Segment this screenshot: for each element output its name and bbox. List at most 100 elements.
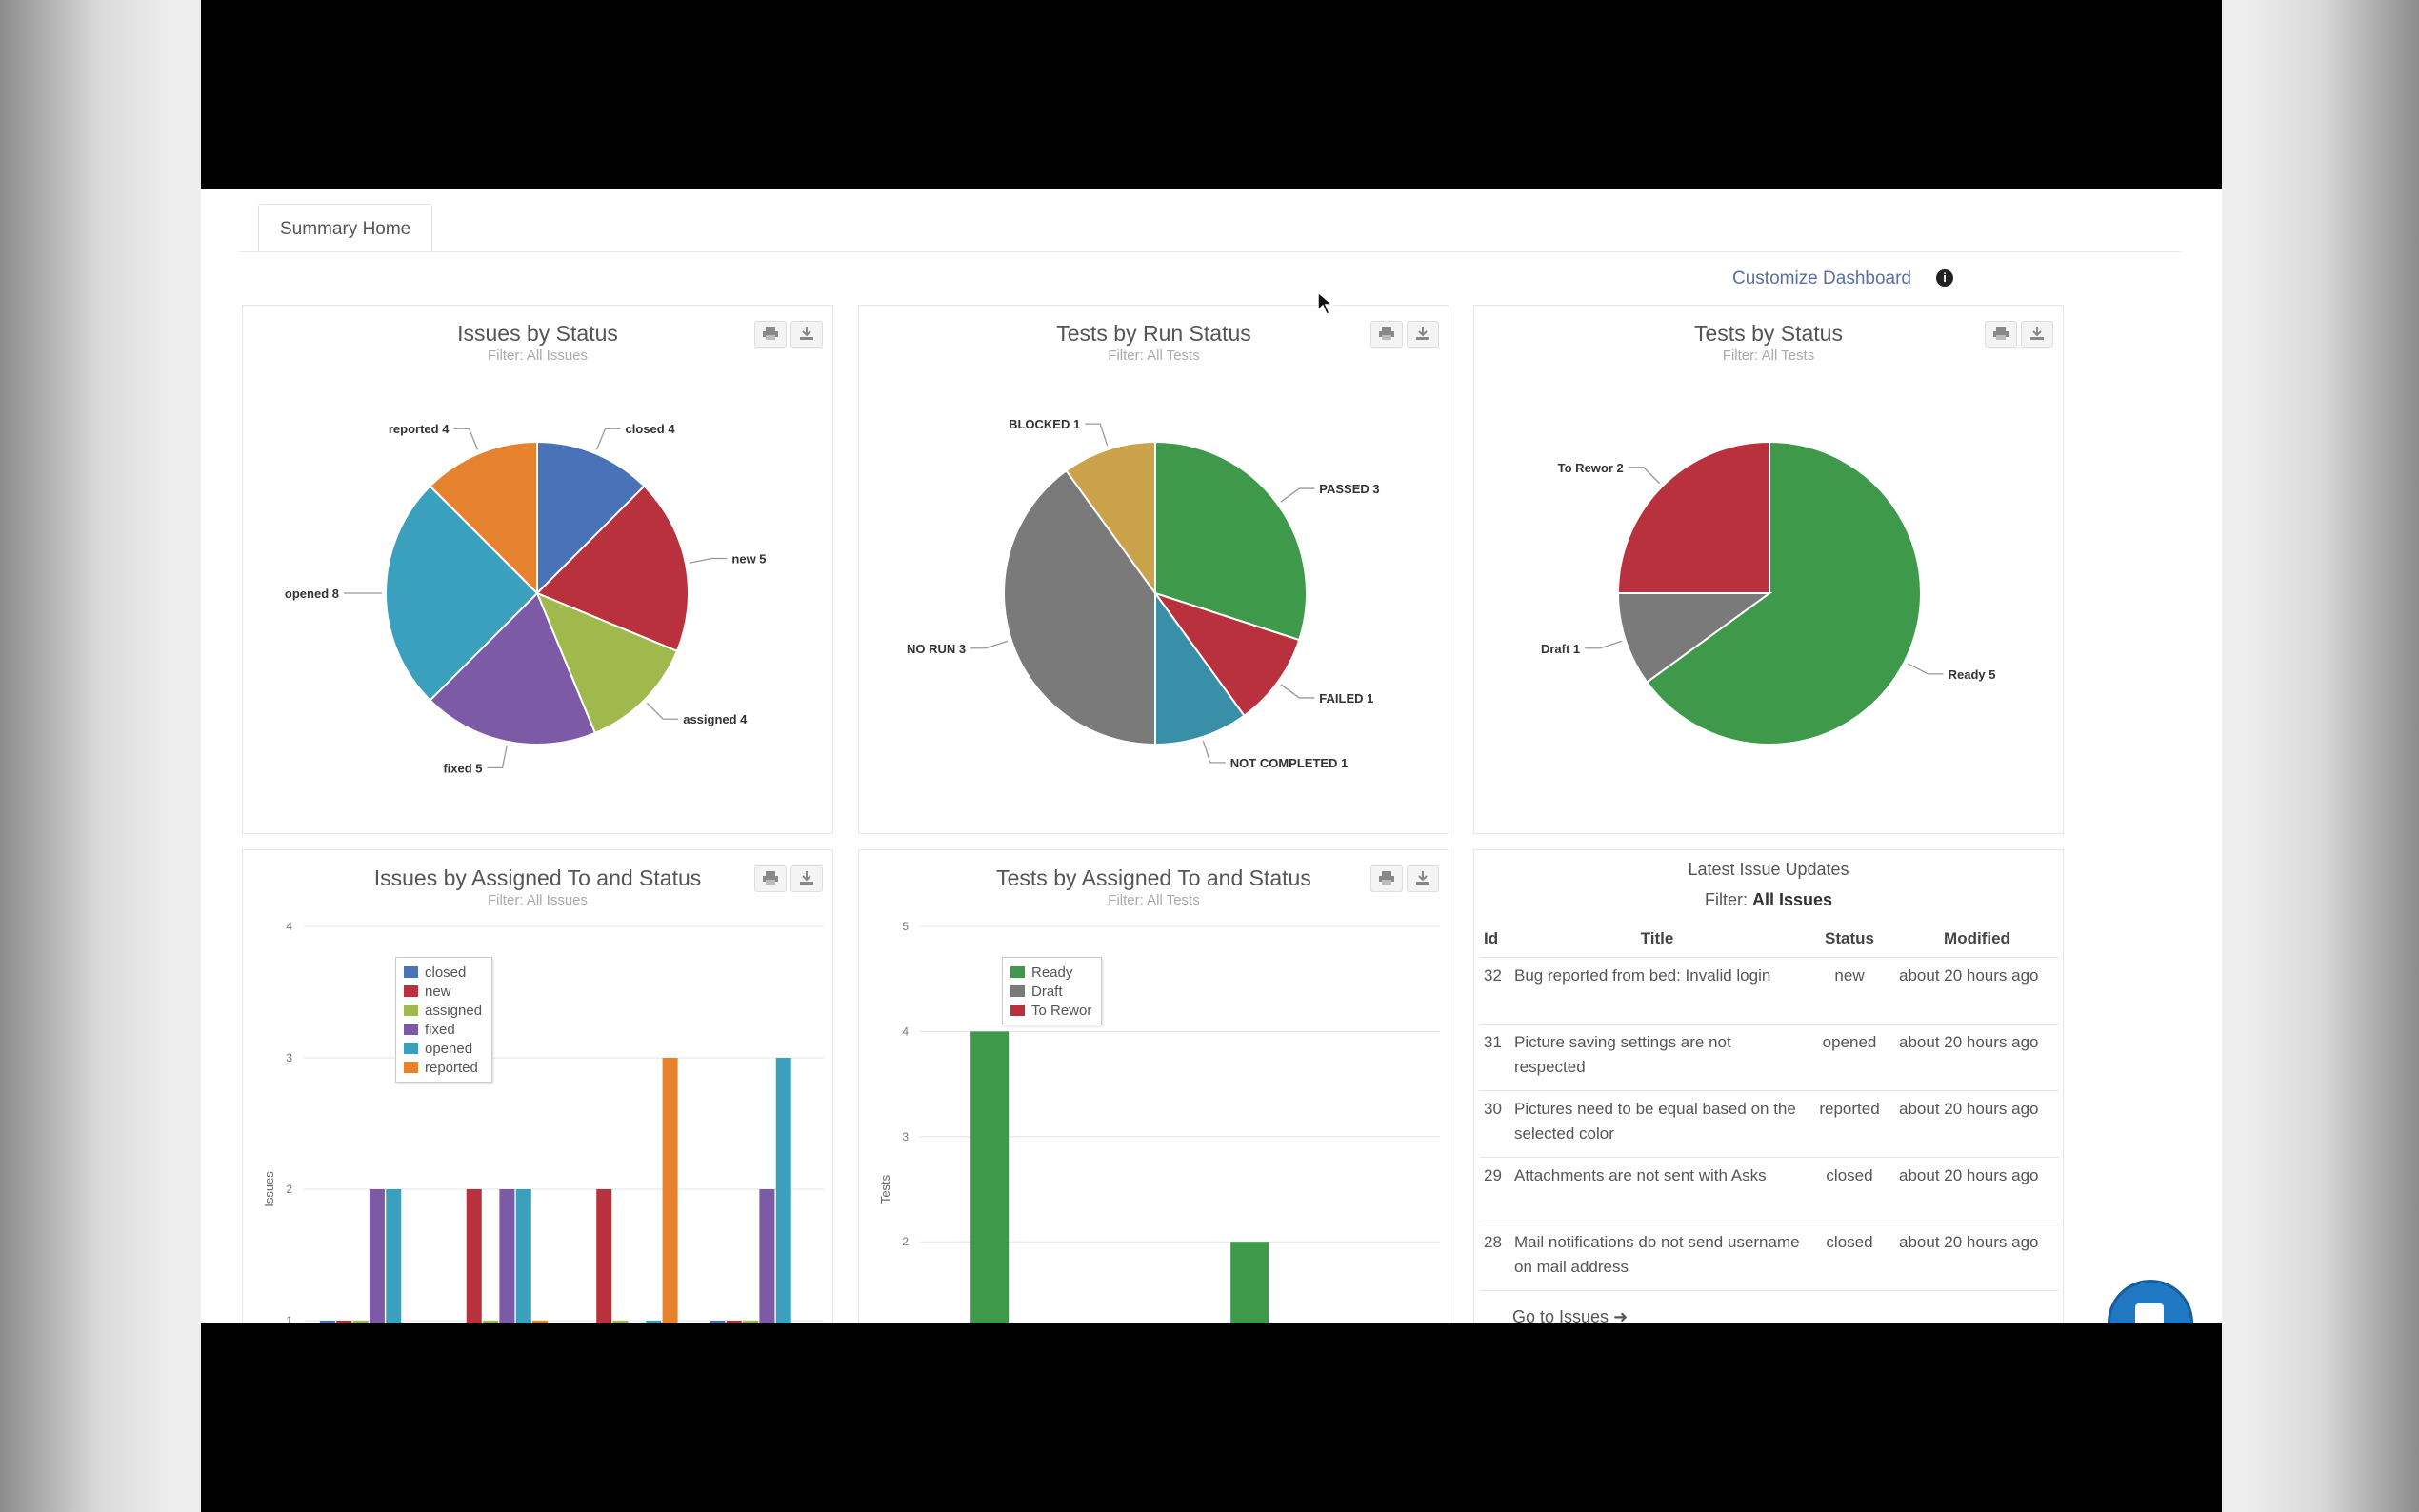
pie-slice-no-run[interactable] xyxy=(1003,468,1156,746)
pie-slice-closed[interactable] xyxy=(536,440,646,596)
table-row[interactable]: 29 Attachments are not sent with Asks cl… xyxy=(1480,1157,2059,1224)
bar-assigned[interactable] xyxy=(483,1321,499,1323)
row-title[interactable]: Mail notifications do not send username … xyxy=(1510,1224,1804,1291)
legend-label: reported xyxy=(425,1059,478,1076)
bar-assigned[interactable] xyxy=(612,1321,629,1323)
pie-slice-new[interactable] xyxy=(535,485,690,653)
row-title[interactable]: Pictures need to be equal based on the s… xyxy=(1510,1090,1804,1158)
bar-new[interactable] xyxy=(336,1321,352,1323)
legend-item[interactable]: fixed xyxy=(404,1020,482,1039)
legend-item[interactable]: reported xyxy=(404,1058,482,1077)
col-id[interactable]: Id xyxy=(1480,921,1510,958)
bar-new[interactable] xyxy=(466,1189,482,1323)
bar-assigned[interactable] xyxy=(352,1321,369,1323)
download-icon[interactable] xyxy=(1407,321,1439,348)
print-icon[interactable] xyxy=(754,321,787,348)
pie-slice-assigned[interactable] xyxy=(535,591,679,735)
legend-item[interactable]: Draft xyxy=(1010,982,1091,1001)
bar-reported[interactable] xyxy=(662,1058,678,1323)
print-icon[interactable] xyxy=(754,865,787,892)
table-row[interactable]: 31 Picture saving settings are not respe… xyxy=(1480,1024,2059,1091)
pie-slice-label: NOT COMPLETED 1 xyxy=(1230,756,1349,770)
customize-dashboard-link[interactable]: Customize Dashboard xyxy=(1732,269,1911,288)
bar-ready[interactable] xyxy=(970,1031,1010,1323)
row-title[interactable]: Bug reported from bed: Invalid login xyxy=(1510,957,1804,1025)
pie-slice-label: opened 8 xyxy=(285,587,339,601)
bar-opened[interactable] xyxy=(386,1189,402,1323)
pie-slice-to-rewor[interactable] xyxy=(1616,440,1770,594)
pie-slice-passed[interactable] xyxy=(1154,440,1308,642)
legend-item[interactable]: new xyxy=(404,982,482,1001)
tests-by-assigned-bar-chart: 012345TestsUnassignedJohn Doe xyxy=(878,920,1440,1323)
tests-by-status-pie: Ready 5 Draft 1 To Rewor 2 xyxy=(1541,440,1995,746)
table-row[interactable]: 32 Bug reported from bed: Invalid login … xyxy=(1480,957,2059,1025)
row-status: closed xyxy=(1804,1224,1895,1291)
legend-item[interactable]: To Rewor xyxy=(1010,1001,1091,1020)
pie-slice-label: PASSED 3 xyxy=(1319,482,1379,496)
y-tick-label: 2 xyxy=(902,1235,909,1248)
bar-reported[interactable] xyxy=(532,1321,549,1323)
pie-label-connector xyxy=(970,640,1009,649)
legend-swatch xyxy=(404,1043,418,1054)
y-tick-label: 4 xyxy=(902,1025,909,1038)
bar-new[interactable] xyxy=(726,1321,742,1323)
legend-item[interactable]: assigned xyxy=(404,1001,482,1020)
chat-icon[interactable] xyxy=(2108,1280,2193,1323)
legend-label: Ready xyxy=(1031,964,1073,981)
print-icon[interactable] xyxy=(1370,865,1403,892)
info-icon[interactable]: i xyxy=(1936,269,1953,287)
print-icon[interactable] xyxy=(1370,321,1403,348)
pie-slice-fixed[interactable] xyxy=(429,591,597,746)
bar-closed[interactable] xyxy=(710,1321,726,1323)
pie-slice-failed[interactable] xyxy=(1152,591,1301,718)
pie-label-connector xyxy=(1280,684,1315,699)
row-title[interactable]: Picture saving settings are not respecte… xyxy=(1510,1024,1804,1091)
pie-label-connector xyxy=(1628,467,1661,485)
row-title[interactable]: Attachments are not sent with Asks xyxy=(1510,1157,1804,1224)
panel-title: Issues by Status xyxy=(457,321,618,346)
col-modified[interactable]: Modified xyxy=(1895,921,2059,958)
print-icon[interactable] xyxy=(1985,321,2017,348)
col-status[interactable]: Status xyxy=(1804,921,1895,958)
table-row[interactable]: 28 Mail notifications do not send userna… xyxy=(1480,1224,2059,1291)
bar-opened[interactable] xyxy=(775,1058,791,1323)
pie-slice-not-completed[interactable] xyxy=(1154,589,1246,746)
pie-label-connector xyxy=(1280,487,1315,503)
bar-fixed[interactable] xyxy=(499,1189,515,1323)
tab-summary-home[interactable]: Summary Home xyxy=(258,204,433,252)
arrow-right-icon: ➜ xyxy=(1613,1307,1629,1323)
pie-slice-reported[interactable] xyxy=(429,440,538,596)
issues-by-assigned-panel: Issues by Assigned To and Status Filter:… xyxy=(242,849,833,1323)
table-row[interactable]: 30 Pictures need to be equal based on th… xyxy=(1480,1090,2059,1158)
legend-item[interactable]: opened xyxy=(404,1039,482,1058)
col-title[interactable]: Title xyxy=(1510,921,1804,958)
download-icon[interactable] xyxy=(1407,865,1439,892)
bar-ready[interactable] xyxy=(1230,1242,1269,1323)
legend-item[interactable]: closed xyxy=(404,963,482,982)
legend-item[interactable]: Ready xyxy=(1010,963,1091,982)
issues-by-assigned-bar-chart: 01234IssuesUnassignedJane SmithLisa Cudd… xyxy=(262,920,824,1323)
y-axis-label: Issues xyxy=(262,1171,276,1207)
pie-slice-ready[interactable] xyxy=(1645,440,1922,746)
row-id: 30 xyxy=(1480,1090,1510,1158)
bar-new[interactable] xyxy=(596,1189,612,1323)
download-icon[interactable] xyxy=(790,865,823,892)
legend-label: fixed xyxy=(425,1021,455,1038)
go-to-issues-link[interactable]: Go to Issues ➜ xyxy=(1512,1307,1628,1323)
bar-fixed[interactable] xyxy=(759,1189,775,1323)
bar-assigned[interactable] xyxy=(743,1321,759,1323)
legend-swatch xyxy=(404,1062,418,1073)
bar-closed[interactable] xyxy=(319,1321,335,1323)
pie-label-connector xyxy=(1585,640,1623,649)
bar-fixed[interactable] xyxy=(369,1189,385,1323)
bar-opened[interactable] xyxy=(646,1321,662,1323)
pie-slice-blocked[interactable] xyxy=(1065,440,1156,597)
download-icon[interactable] xyxy=(790,321,823,348)
download-icon[interactable] xyxy=(2021,321,2053,348)
updates-table: Id Title Status Modified 32 Bug reported… xyxy=(1480,921,2059,1291)
pie-label-connector xyxy=(1202,740,1226,764)
legend-swatch xyxy=(404,966,418,978)
pie-slice-draft[interactable] xyxy=(1616,592,1773,684)
pie-slice-opened[interactable] xyxy=(385,485,539,702)
bar-opened[interactable] xyxy=(515,1189,531,1323)
